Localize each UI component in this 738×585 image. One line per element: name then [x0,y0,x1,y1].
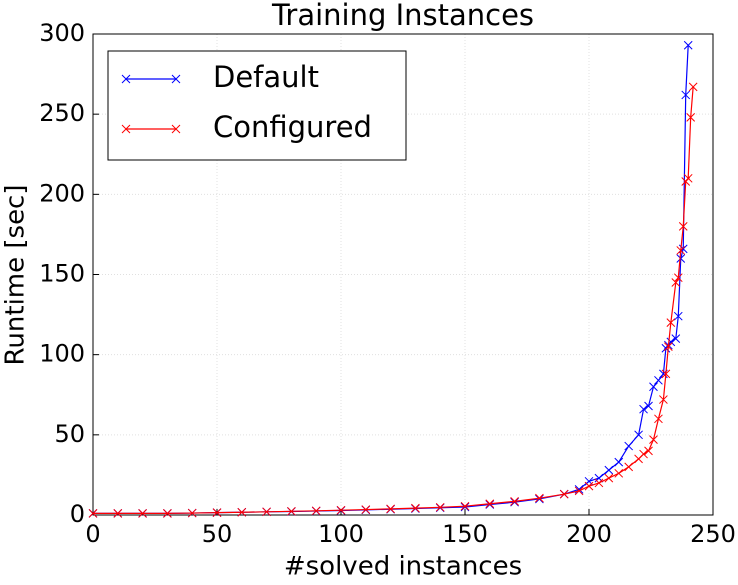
marker [671,278,681,287]
y-tick-label: 0 [70,500,85,528]
marker [614,457,624,467]
marker [604,473,614,483]
legend-frame [107,50,407,161]
marker [666,318,676,327]
legend-label: Configured [213,110,372,144]
marker [361,505,371,514]
marker [683,40,693,50]
y-tick-label: 50 [54,420,85,448]
legend: Default Configured [107,50,407,161]
marker [688,82,698,92]
marker [683,173,693,183]
x-tick-label: 50 [202,520,233,548]
marker [535,494,544,504]
x-tick-label: 150 [442,520,488,548]
legend-label: Default [213,60,319,94]
marker [311,506,321,516]
marker [574,486,584,496]
marker [138,509,147,518]
y-tick-label: 200 [39,179,85,207]
marker [435,502,445,512]
marker [604,465,614,475]
y-tick-label: 150 [39,260,85,288]
marker [411,503,420,513]
marker [535,493,544,503]
y-tick-label: 100 [39,340,85,368]
marker [673,273,683,283]
marker [336,505,346,515]
marker [88,509,98,518]
marker [187,508,197,518]
marker [287,506,296,516]
marker [614,468,624,478]
x-tick-label: 250 [690,520,736,548]
marker [262,507,271,517]
marker [634,430,643,440]
marker [485,499,495,509]
marker [624,462,634,472]
marker [678,222,688,231]
marker [386,504,395,514]
marker [686,113,696,122]
marker [654,414,663,424]
marker [624,441,634,451]
marker [212,508,222,517]
marker [510,497,519,507]
legend-marker [121,74,131,84]
chart-title: Training Instances [271,0,534,32]
marker [654,375,663,385]
y-tick-label: 300 [39,19,85,47]
marker [237,507,247,517]
marker [644,446,653,456]
marker [460,501,470,511]
marker [639,449,648,459]
marker [485,500,495,509]
marker [113,509,123,518]
marker [584,481,594,491]
marker [639,404,648,414]
marker [649,382,658,392]
marker [676,254,686,263]
marker [559,489,569,499]
x-tick-label: 200 [566,520,612,548]
y-tick-label: 250 [39,99,85,127]
plot-frame [92,33,714,516]
marker [681,90,691,100]
legend-marker [171,74,181,84]
x-tick-label: 0 [85,520,100,548]
marker [676,246,686,255]
marker [649,435,658,444]
marker [673,311,683,321]
legend-marker [171,124,181,134]
marker [661,369,671,379]
y-axis-label: Runtime [sec] [1,185,31,366]
legend-marker [121,124,131,134]
x-axis-label: #solved instances [284,552,522,582]
x-tick-label: 100 [318,520,364,548]
marker [510,497,519,506]
marker [659,395,668,404]
marker [671,334,681,343]
marker [644,401,653,411]
marker [460,502,470,512]
marker [163,509,172,518]
marker [594,478,604,488]
marker [664,342,673,352]
